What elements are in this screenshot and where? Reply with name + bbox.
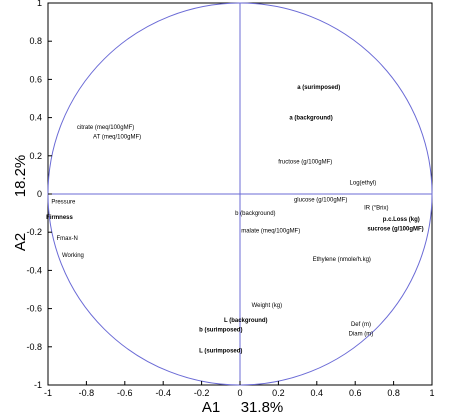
x-tick-label: 0.8 xyxy=(387,388,400,398)
y-tick-label: -0.8 xyxy=(26,342,42,352)
x-tick-label: 0.6 xyxy=(349,388,362,398)
variable-label: a (background) xyxy=(289,116,332,122)
variable-label: malate (meq/100gMF) xyxy=(241,228,300,234)
y-tick-label: 0.8 xyxy=(29,36,42,46)
variable-label: b (surimposed) xyxy=(199,328,242,334)
variable-label: Def (m) xyxy=(351,322,371,328)
variable-label: Log(ethyl) xyxy=(350,181,377,187)
variable-label: Firmness xyxy=(46,215,73,221)
variable-label: citrate (meq/100gMF) xyxy=(77,125,134,131)
x-tick-label: -1 xyxy=(44,388,52,398)
variable-label: AT (meq/100gMF) xyxy=(93,135,141,141)
x-axis-name: A1 xyxy=(202,399,220,415)
x-tick-label: -0.2 xyxy=(194,388,210,398)
x-axis-percent: 31.8% xyxy=(241,399,284,415)
variable-label: IR (°Brix) xyxy=(364,205,388,211)
y-axis-percent: 18.2% xyxy=(12,155,29,198)
variable-label: Working xyxy=(62,253,84,259)
y-tick-label: -1 xyxy=(34,380,42,390)
tick-labels: -1 -0.8 -0.6 -0.4 -0.2 0 0.2 0.4 0.6 0.8 1 -1 -0.8 -0… xyxy=(26,0,434,398)
variable-label: fructose (g/100gMF) xyxy=(278,160,332,166)
x-tick-label: -0.8 xyxy=(79,388,95,398)
variable-label: b (background) xyxy=(235,211,275,217)
variable-label: Diam (m) xyxy=(349,331,374,337)
y-axis-name: A2 xyxy=(12,233,29,251)
y-tick-label: 0.6 xyxy=(29,74,42,84)
variable-label: Fmax-N xyxy=(57,236,78,242)
variable-label: a (surimposed) xyxy=(297,85,340,91)
variable-label: Ethylene (nmole/h.kg) xyxy=(313,257,371,263)
axis-titles: A2 18.2% A1 31.8% xyxy=(12,155,283,415)
y-tick-label: -0.4 xyxy=(26,265,42,275)
x-tick-label: 0.2 xyxy=(272,388,285,398)
x-tick-label: 1 xyxy=(429,388,434,398)
variable-label: sucrose (g/100gMF) xyxy=(367,226,423,232)
variable-label: Pressure xyxy=(51,200,76,206)
y-tick-label: 0.2 xyxy=(29,151,42,161)
variable-label: Weight (kg) xyxy=(252,303,283,309)
variable-label: L (background) xyxy=(224,318,268,324)
x-tick-label: -0.6 xyxy=(117,388,133,398)
y-tick-label: 1 xyxy=(37,0,42,8)
y-tick-label: 0 xyxy=(37,189,42,199)
x-tick-label: 0.4 xyxy=(311,388,324,398)
y-tick-label: -0.2 xyxy=(26,227,42,237)
variable-label: L (surimposed) xyxy=(199,349,242,355)
variable-labels: a (surimposed) a (background) citrate (meq… xyxy=(46,85,424,355)
variable-label: glucose (g/100gMF) xyxy=(294,198,347,204)
variable-label: p.c.Loss (kg) xyxy=(383,217,420,223)
y-tick-label: 0.4 xyxy=(29,113,42,123)
x-tick-label: -0.4 xyxy=(155,388,171,398)
x-tick-label: 0 xyxy=(237,388,242,398)
y-tick-label: -0.6 xyxy=(26,304,42,314)
